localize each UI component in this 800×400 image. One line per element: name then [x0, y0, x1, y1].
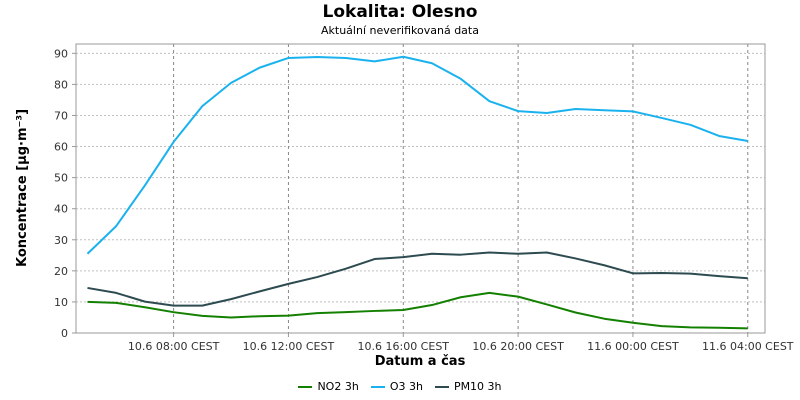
- legend-swatch: [434, 386, 449, 388]
- y-axis: 0 10 20 30 40 50 60 70 80 90: [54, 47, 76, 340]
- legend-label: NO2 3h: [317, 380, 359, 393]
- x-axis-label: Datum a čas: [375, 354, 466, 369]
- y-tick-label: 30: [54, 234, 68, 247]
- legend-label: PM10 3h: [453, 380, 502, 393]
- y-tick-label: 40: [54, 203, 68, 216]
- y-tick-label: 20: [54, 265, 68, 278]
- x-tick-label: 11.6 00:00 CEST: [587, 340, 679, 353]
- x-tick-label: 10.6 16:00 CEST: [358, 340, 450, 353]
- legend-swatch: [370, 386, 385, 388]
- y-tick-label: 50: [54, 172, 68, 185]
- x-tick-label: 10.6 08:00 CEST: [128, 340, 220, 353]
- y-tick-label: 90: [54, 47, 68, 60]
- legend-item: PM10 3h: [434, 380, 502, 394]
- series-line-no2: [87, 291, 748, 330]
- y-tick-label: 70: [54, 109, 68, 122]
- y-tick-label: 80: [54, 78, 68, 91]
- series: [86, 55, 748, 330]
- grid: [76, 44, 765, 334]
- legend-item: O3 3h: [370, 380, 423, 394]
- y-tick-label: 60: [54, 141, 68, 154]
- plot-area: [75, 43, 766, 334]
- legend: NO2 3h O3 3h PM10 3h: [0, 380, 800, 394]
- y-tick-label: 10: [54, 296, 68, 309]
- legend-label: O3 3h: [389, 380, 423, 393]
- x-tick-label: 11.6 04:00 CEST: [702, 340, 794, 353]
- y-axis-label: Koncentrace [µg·m⁻³]: [15, 109, 30, 267]
- series-line-o3: [86, 55, 748, 255]
- chart-subtitle: Aktuální neverifikovaná data: [321, 24, 479, 37]
- x-tick-label: 10.6 20:00 CEST: [472, 340, 564, 353]
- x-tick-label: 10.6 12:00 CEST: [243, 340, 335, 353]
- series-line-pm10: [87, 251, 748, 307]
- legend-item: NO2 3h: [298, 380, 359, 394]
- chart-title: Lokalita: Olesno: [322, 2, 478, 22]
- legend-swatch: [298, 386, 313, 388]
- x-axis: 10.6 08:00 CEST 10.6 12:00 CEST 10.6 16:00…: [128, 333, 794, 353]
- y-tick-label: 0: [61, 327, 68, 340]
